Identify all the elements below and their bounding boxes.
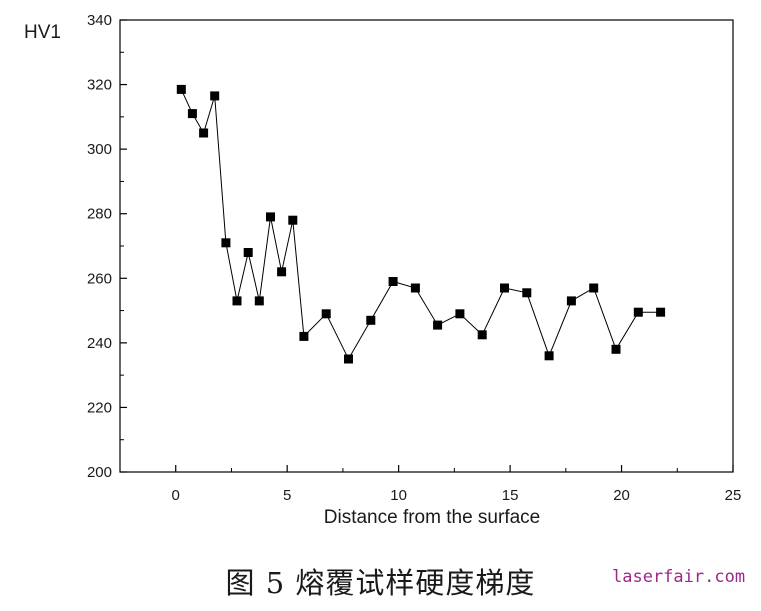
y-tick-label: 280 [87,206,112,223]
y-tick-label: 200 [87,464,112,481]
data-point-marker [455,309,465,319]
data-point-marker [656,307,666,317]
data-point-marker [221,238,231,248]
x-tick-label: 15 [502,487,519,504]
x-tick-label: 5 [283,487,291,504]
y-tick-label: 300 [87,141,112,158]
data-point-marker [433,320,443,330]
data-point-marker [277,267,287,277]
data-point-marker [410,283,420,293]
series-line-layer [180,89,661,361]
y-tick-label: 320 [87,77,112,94]
x-axis-title: Distance from the surface [324,507,540,528]
data-point-marker [388,277,398,286]
watermark: laserfair.com [612,567,746,587]
y-axis-title: HV1 [24,22,61,43]
data-point-marker [321,309,331,319]
data-point-marker [611,344,621,354]
data-point-marker [243,248,253,257]
data-point-marker [477,330,487,340]
data-point-marker [589,283,599,293]
data-point-marker [266,212,275,222]
data-point-marker [366,315,376,325]
data-point-marker [288,215,298,225]
y-tick-label: 260 [87,270,112,287]
data-point-marker [232,296,242,306]
axes-layer: 200 220 240 260 280 300 320 340 0 5 10 15 20 25 [87,12,741,504]
plot-frame [119,19,734,473]
x-tick-label: 10 [390,487,407,504]
data-point-marker [566,296,576,306]
y-tick-label: 220 [87,399,112,416]
data-point-marker [176,84,186,94]
y-tick-label: 340 [87,12,112,29]
data-point-marker [522,288,532,298]
figure-caption: 图 5 熔覆试样硬度梯度 [225,566,536,600]
data-point-marker [199,128,209,138]
data-point-marker [633,307,643,317]
series-marker-layer [176,84,666,364]
data-point-marker [187,109,197,119]
data-point-marker [299,331,309,341]
data-point-marker [500,283,509,293]
data-point-marker [544,351,554,361]
x-tick-label: 0 [172,487,180,504]
hardness-chart: 200 220 240 260 280 300 320 340 0 5 10 15 20 25 HV1 D… [24,12,741,528]
data-point-marker [254,296,264,306]
y-tick-label: 240 [87,335,112,352]
data-point-marker [210,91,220,101]
x-tick-label: 25 [725,487,742,504]
data-point-marker [344,354,353,364]
series-line [180,89,661,361]
x-tick-label: 20 [613,487,630,504]
